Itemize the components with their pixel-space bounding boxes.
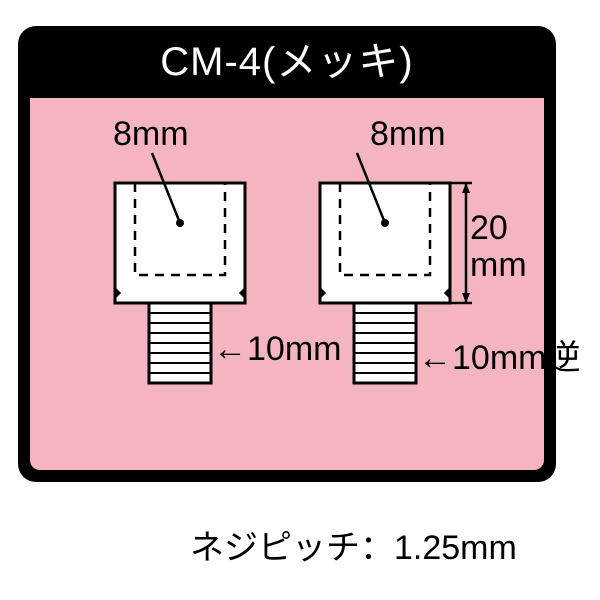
label-left-thread: ←10mm xyxy=(213,330,341,369)
arrow-right-thread: ← xyxy=(418,339,452,377)
canvas: CM-4(メッキ) 8mm 8mm 20 mm ←10mm ←10mm逆 ネジピ… xyxy=(0,0,600,600)
label-right-thread: ←10mm逆 xyxy=(418,330,580,379)
title-area: CM-4(メッキ) xyxy=(18,26,556,98)
bolt-diagram xyxy=(30,98,544,470)
label-left-8mm: 8mm xyxy=(113,115,189,154)
arrow-left-thread: ← xyxy=(213,330,247,368)
label-right-8mm: 8mm xyxy=(370,115,446,154)
label-left-thread-text: 10mm xyxy=(247,330,341,368)
label-height-20mm: 20 mm xyxy=(470,210,527,285)
label-right-thread-text: 10mm逆 xyxy=(452,339,580,377)
product-title: CM-4(メッキ) xyxy=(160,40,413,84)
pitch-note: ネジピッチ：1.25mm xyxy=(190,520,517,569)
label-height-text: 20 mm xyxy=(470,209,527,284)
